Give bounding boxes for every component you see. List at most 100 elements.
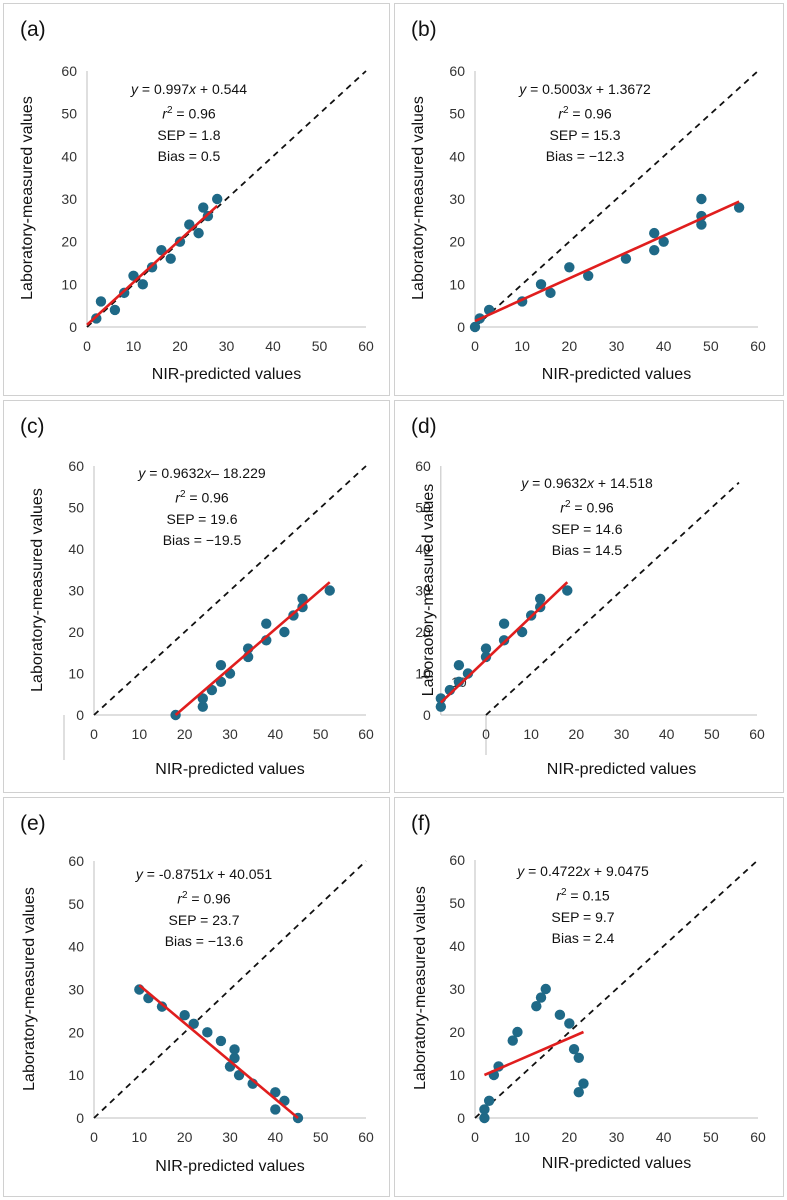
x-axis-title: NIR-predicted values bbox=[151, 366, 302, 383]
y-axis-title: Laboratory-measured values bbox=[21, 886, 38, 1091]
data-point bbox=[435, 701, 447, 712]
data-point bbox=[453, 660, 465, 671]
y-axis-title: Laboratory-measured values bbox=[29, 487, 46, 692]
scatter-plot: 0 10 20 30 40 50 60 0 10 20 30 40 50 60 bbox=[68, 853, 374, 1145]
data-point bbox=[212, 193, 223, 205]
x-axis-title: NIR-predicted values bbox=[155, 1158, 305, 1175]
data-point bbox=[215, 1035, 227, 1047]
r-squared-text: r2 = 0.96 bbox=[558, 105, 612, 122]
data-point bbox=[562, 585, 573, 596]
x-tick-label: 60 bbox=[358, 726, 374, 742]
r-squared-text: r2 = 0.96 bbox=[560, 499, 614, 516]
y-tick-label: 10 bbox=[449, 1067, 465, 1083]
x-tick-label: 60 bbox=[358, 1129, 374, 1145]
x-tick-label: 0 bbox=[471, 338, 479, 354]
regression-stats: y = 0.9632x– 18.229 r2 = 0.96 SEP = 19.6 Bi… bbox=[132, 463, 272, 551]
bias-text: Bias = −12.3 bbox=[545, 147, 625, 164]
y-tick-label: 40 bbox=[68, 541, 84, 557]
regression-stats: y = 0.997x + 0.544 r2 = 0.96 SEP = 1.8 Bias… bbox=[119, 79, 259, 167]
x-tick-label: 30 bbox=[222, 1129, 238, 1145]
data-point bbox=[564, 1018, 575, 1029]
y-tick-label: 20 bbox=[449, 234, 465, 250]
data-point bbox=[197, 693, 208, 704]
data-point bbox=[270, 1087, 281, 1098]
data-point bbox=[202, 1027, 213, 1038]
bias-text: Bias = −19.5 bbox=[162, 531, 242, 548]
chart-panel: (e) 0 10 20 30 40 50 60 0 10 20 30 40 50 60 y = -0.8751… bbox=[3, 797, 390, 1197]
data-point bbox=[324, 585, 335, 596]
y-tick-label: 30 bbox=[68, 982, 84, 998]
regression-line bbox=[86, 204, 219, 326]
x-tick-label: 40 bbox=[268, 726, 284, 742]
scatter-plot: 0 10 20 30 40 50 60 0 10 20 30 40 50 60 bbox=[63, 458, 374, 760]
sep-text: SEP = 14.6 bbox=[551, 520, 623, 537]
y-tick-label: 0 bbox=[76, 1110, 84, 1126]
y-tick-label: 60 bbox=[415, 458, 431, 474]
data-point bbox=[91, 313, 102, 324]
data-point bbox=[498, 635, 510, 646]
x-tick-label: 0 bbox=[90, 1129, 98, 1145]
y-tick-label: 10 bbox=[449, 276, 465, 292]
regression-line bbox=[474, 200, 740, 323]
data-point bbox=[229, 1052, 240, 1064]
data-point bbox=[696, 219, 707, 230]
panel-label: (c) bbox=[20, 415, 45, 438]
y-tick-label: 40 bbox=[449, 148, 465, 164]
y-tick-label: 50 bbox=[415, 500, 431, 516]
data-point bbox=[545, 287, 556, 299]
y-tick-label: 10 bbox=[68, 666, 84, 682]
data-point bbox=[198, 202, 209, 213]
y-tick-label: 20 bbox=[415, 624, 431, 640]
y-tick-label: 40 bbox=[68, 939, 84, 955]
y-tick-label: 30 bbox=[61, 191, 77, 207]
x-tick-label: 40 bbox=[659, 726, 675, 742]
x-tick-label: 0 bbox=[90, 726, 98, 742]
y-tick-label: 60 bbox=[61, 63, 77, 79]
y-tick-label: 10 bbox=[61, 276, 77, 292]
data-point bbox=[554, 1009, 566, 1020]
x-tick-label: 30 bbox=[609, 1129, 625, 1145]
chart-panel: (f) 0 10 20 30 40 50 60 0 10 20 30 40 50 60 y = 0.4722x… bbox=[394, 797, 784, 1197]
y-tick-label: 0 bbox=[457, 1110, 465, 1126]
data-point bbox=[507, 1035, 518, 1046]
x-tick-label: 40 bbox=[268, 1129, 284, 1145]
x-tick-label: 60 bbox=[750, 338, 766, 354]
y-tick-label: 30 bbox=[415, 583, 431, 599]
identity-line bbox=[474, 859, 759, 1119]
x-tick-label: 50 bbox=[703, 338, 719, 354]
data-point bbox=[480, 651, 492, 663]
y-tick-label: 50 bbox=[449, 895, 465, 911]
y-tick-label: 50 bbox=[61, 106, 77, 122]
y-tick-label: 50 bbox=[68, 896, 84, 912]
y-tick-label: 40 bbox=[61, 148, 77, 164]
x-tick-label: 20 bbox=[177, 726, 193, 742]
x-tick-label: 10 bbox=[514, 338, 530, 354]
data-point bbox=[479, 1112, 490, 1124]
data-point bbox=[535, 992, 547, 1003]
x-tick-label: 0 bbox=[471, 1129, 479, 1145]
x-tick-label: 0 bbox=[83, 338, 91, 354]
regression-line bbox=[138, 984, 299, 1119]
data-point bbox=[535, 593, 546, 604]
equation-text: y = -0.8751x + 40.051 bbox=[135, 866, 273, 882]
r-squared-text: r2 = 0.96 bbox=[162, 105, 216, 122]
x-tick-label: 20 bbox=[569, 726, 585, 742]
x-tick-label: 30 bbox=[609, 338, 625, 354]
bias-text: Bias = 2.4 bbox=[551, 929, 615, 946]
sep-text: SEP = 23.7 bbox=[168, 911, 240, 928]
sep-text: SEP = 19.6 bbox=[166, 510, 238, 527]
equation-text: y = 0.997x + 0.544 bbox=[131, 81, 247, 97]
equation-text: y = 0.9632x + 14.518 bbox=[521, 475, 653, 491]
data-point bbox=[480, 643, 492, 654]
y-tick-label: 30 bbox=[449, 981, 465, 997]
data-point bbox=[531, 1001, 542, 1012]
data-point bbox=[179, 1010, 190, 1021]
x-tick-label: 60 bbox=[750, 1129, 766, 1145]
y-axis-title: Laboratory-measured values bbox=[412, 886, 429, 1090]
scatter-plot: 0 10 20 30 40 50 60 0 10 20 30 40 50 60 bbox=[61, 63, 374, 354]
x-tick-label: 40 bbox=[656, 338, 672, 354]
panel-label: (f) bbox=[411, 812, 431, 835]
x-tick-label: 10 bbox=[523, 726, 539, 742]
equation-text: y = 0.4722x + 9.0475 bbox=[517, 863, 649, 879]
y-tick-label: 10 bbox=[68, 1067, 84, 1083]
